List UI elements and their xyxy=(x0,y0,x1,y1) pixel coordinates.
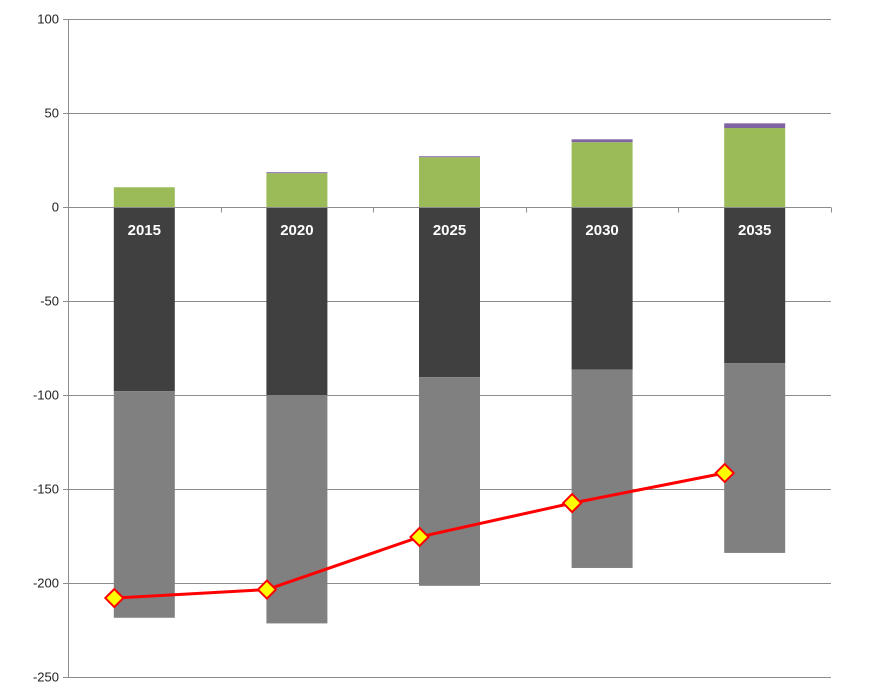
y-tick-label: 100 xyxy=(37,12,59,27)
bar-segment-positive xyxy=(113,187,175,207)
y-tick-label: -150 xyxy=(33,482,59,497)
y-tick-label: -250 xyxy=(33,670,59,685)
y-tick-label: 50 xyxy=(45,106,59,121)
bar-segment-negative xyxy=(113,391,175,618)
bar-segment-negative xyxy=(571,207,633,370)
bar-segment-negative xyxy=(266,207,328,395)
bar-segment-negative xyxy=(571,369,633,568)
bar-segment-positive xyxy=(419,156,480,158)
x-category-label: 2025 xyxy=(433,222,466,239)
line-series xyxy=(103,462,736,609)
bar-segment-negative xyxy=(419,377,480,586)
bar-segment-negative xyxy=(113,207,175,392)
x-axis xyxy=(68,207,832,213)
bar-segment-positive xyxy=(266,172,328,174)
y-tick-label: 0 xyxy=(52,200,59,215)
x-category-label: 2035 xyxy=(738,222,771,239)
bar-segment-negative xyxy=(724,207,786,364)
x-category-label: 2030 xyxy=(585,222,618,239)
bar-segment-negative xyxy=(419,207,480,378)
bar-segment-positive xyxy=(266,173,328,207)
y-tick-label: -50 xyxy=(40,294,59,309)
x-category-label: 2020 xyxy=(280,222,313,239)
category-labels: 2015 2020 2025 2030 2035 xyxy=(128,222,772,239)
bar-segment-positive xyxy=(724,128,786,207)
y-tick-label: -200 xyxy=(33,576,59,591)
bar-segment-positive xyxy=(724,123,786,129)
line-marker xyxy=(409,526,430,548)
x-category-label: 2015 xyxy=(128,222,161,239)
line-marker xyxy=(103,587,125,609)
bars xyxy=(113,123,786,624)
bar-segment-positive xyxy=(419,157,480,207)
y-axis: 100 50 0 -50 -100 -150 -200 -250 xyxy=(33,12,69,685)
bar-segment-positive xyxy=(571,142,633,207)
line-marker xyxy=(714,462,736,484)
bar-segment-negative xyxy=(724,363,786,553)
y-tick-label: -100 xyxy=(33,388,59,403)
line-marker xyxy=(561,492,583,514)
bar-segment-positive xyxy=(571,139,633,143)
line-marker xyxy=(256,579,278,600)
